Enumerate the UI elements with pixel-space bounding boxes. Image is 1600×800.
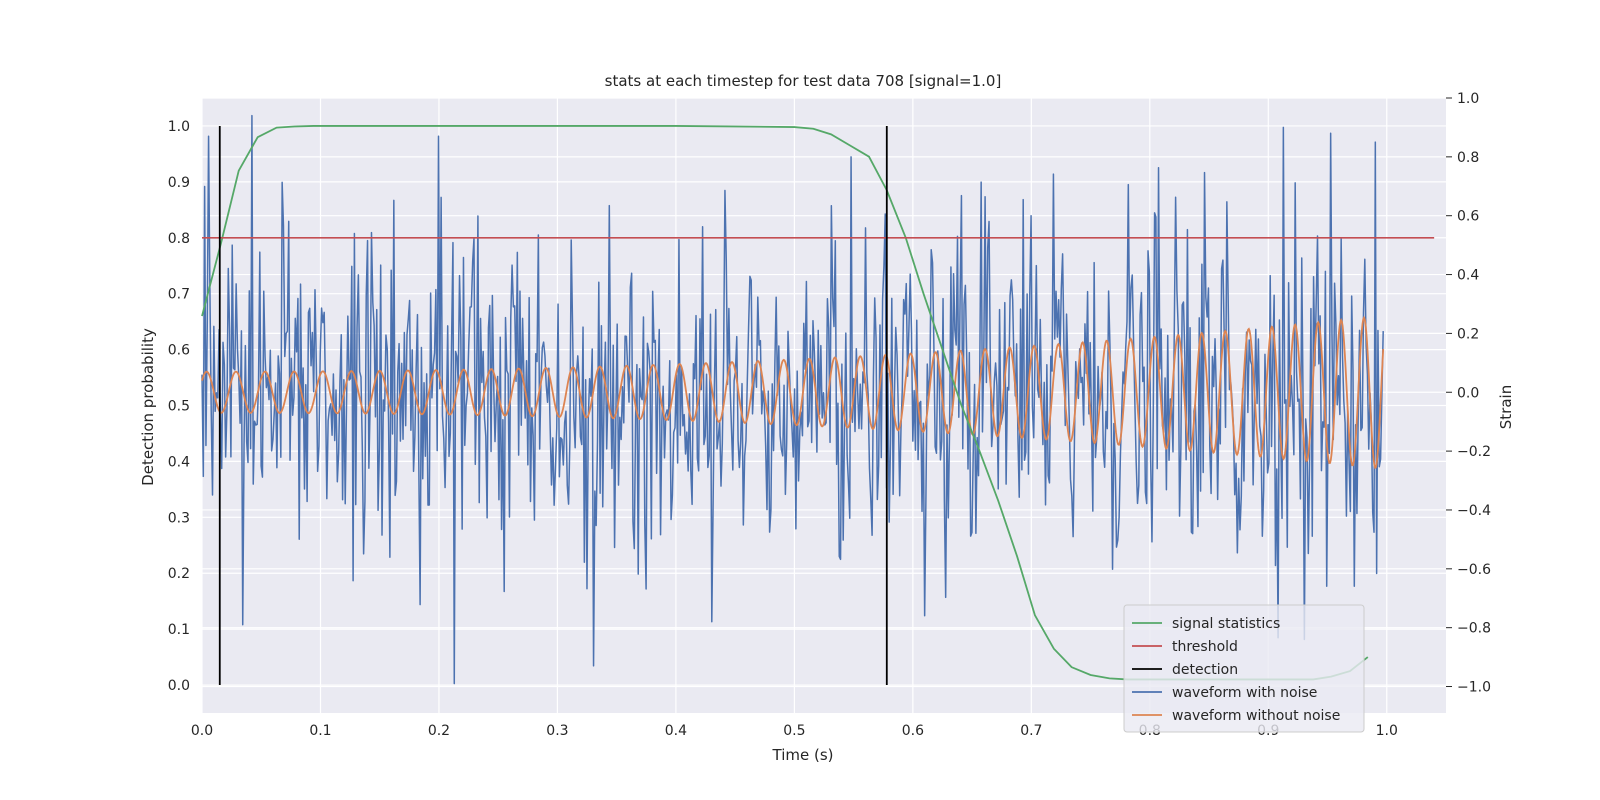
x-tick-label: 0.5 (783, 723, 805, 739)
y2-tick-label: −0.6 (1457, 562, 1491, 578)
y2-tick-label: 0.2 (1457, 326, 1479, 342)
legend-entry: waveform without noise (1172, 708, 1340, 724)
y2-axis-label: Strain (1497, 385, 1515, 429)
x-tick-label: 0.6 (902, 723, 924, 739)
x-axis-label: Time (s) (772, 746, 834, 764)
legend-entry: threshold (1172, 639, 1238, 655)
y2-tick-label: −0.2 (1457, 444, 1491, 460)
legend-entry: detection (1172, 662, 1238, 678)
x-tick-label: 0.3 (546, 723, 568, 739)
y-tick-label: 0.3 (168, 510, 190, 526)
y-axis-right: −1.0 −0.8 −0.6 −0.4 −0.2 0.0 0.2 0.4 0.6 0.8 1.0 (1446, 91, 1491, 696)
chart-title: stats at each timestep for test data 708… (605, 72, 1002, 90)
y-axis-label: Detection probability (139, 328, 157, 486)
y-axis-left: 0.0 0.1 0.2 0.3 0.4 0.5 0.6 0.7 0.8 0.9 1.0 (168, 119, 190, 694)
y2-tick-label: −0.8 (1457, 621, 1491, 637)
y-tick-label: 0.7 (168, 287, 190, 303)
y-tick-label: 0.8 (168, 231, 190, 247)
y-tick-label: 0.9 (168, 175, 190, 191)
x-tick-label: 0.0 (191, 723, 213, 739)
y2-tick-label: 0.4 (1457, 268, 1479, 284)
x-tick-label: 0.4 (665, 723, 687, 739)
y2-tick-label: 0.6 (1457, 209, 1479, 225)
y-tick-label: 0.1 (168, 622, 190, 638)
legend-entry: signal statistics (1172, 616, 1280, 632)
y-tick-label: 1.0 (168, 119, 190, 135)
y2-tick-label: 1.0 (1457, 91, 1479, 107)
legend-entry: waveform with noise (1172, 685, 1317, 701)
y-tick-label: 0.6 (168, 343, 190, 359)
series-waveform-without-noise (201, 315, 1385, 470)
y-tick-label: 0.4 (168, 454, 190, 470)
y2-tick-label: 0.8 (1457, 150, 1479, 166)
x-tick-label: 0.7 (1020, 723, 1042, 739)
legend: signal statistics threshold detection wavef… (1123, 604, 1365, 733)
y-tick-label: 0.5 (168, 399, 190, 415)
y-tick-label: 0.0 (168, 678, 190, 694)
y-tick-label: 0.2 (168, 566, 190, 582)
x-tick-label: 0.2 (428, 723, 450, 739)
y2-tick-label: −0.4 (1457, 503, 1491, 519)
x-tick-label: 1.0 (1376, 723, 1398, 739)
y2-tick-label: −1.0 (1457, 680, 1491, 696)
y2-tick-label: 0.0 (1457, 385, 1479, 401)
legend-box (1123, 604, 1365, 733)
x-tick-label: 0.1 (309, 723, 331, 739)
